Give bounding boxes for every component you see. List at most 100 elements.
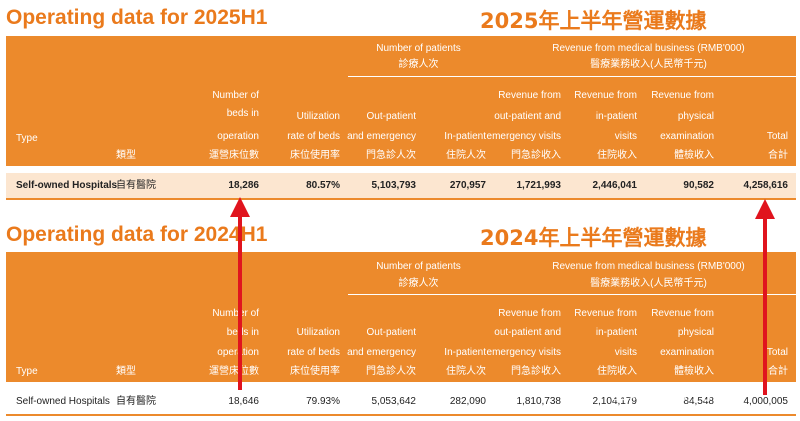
col-header-rev-outp-en-1: Revenue from — [498, 90, 561, 101]
group-header-revenue-en: Revenue from medical business (RMB'000) — [552, 43, 745, 54]
col-header-rev-inp-en-3: visits — [614, 347, 637, 358]
row-underline — [6, 198, 796, 200]
col-header-type-en: Type — [16, 133, 38, 144]
row-rev-inp: 2,104,179 — [592, 396, 638, 407]
col-header-beds-zh: 運營床位數 — [209, 150, 259, 161]
col-header-rev-exam-en-1: Revenue from — [651, 308, 714, 319]
row-underline — [6, 414, 796, 416]
col-header-util-zh: 床位使用率 — [290, 150, 340, 161]
col-header-beds-en-1: Number of — [212, 90, 259, 101]
col-header-rev-inp-zh: 住院收入 — [597, 150, 637, 161]
col-header-rev-exam-en-3: examination — [660, 131, 714, 142]
col-header-outp-en-2: and emergency — [347, 347, 416, 358]
row-outp: 5,053,642 — [371, 396, 417, 407]
group-divider — [348, 294, 796, 295]
col-header-total-en: Total — [766, 347, 788, 358]
section-title-zh: 2024年上半年營運數據 — [480, 226, 707, 250]
col-header-type-zh: 類型 — [116, 150, 136, 161]
col-header-rev-exam-en-2: physical — [677, 327, 714, 338]
section-title-zh: 2025年上半年營運數據 — [480, 9, 707, 33]
col-header-total-zh: 合計 — [768, 366, 788, 377]
col-header-beds-en-3: operation — [217, 131, 259, 142]
section-title-en: Operating data for 2025H1 — [6, 6, 268, 29]
row-type-zh: 自有醫院 — [116, 396, 156, 407]
col-header-util-en-1: Utilization — [296, 327, 340, 338]
row-type-en: Self-owned Hospitals — [16, 396, 110, 407]
col-header-util-en-1: Utilization — [296, 111, 340, 122]
col-header-rev-inp-zh: 住院收入 — [597, 366, 637, 377]
red-arrow-total — [755, 199, 775, 395]
row-beds: 18,646 — [228, 396, 259, 407]
col-header-rev-inp-en-1: Revenue from — [574, 308, 637, 319]
row-total: 4,258,616 — [743, 180, 789, 191]
group-header-patients-zh: 診療人次 — [398, 278, 439, 289]
col-header-beds-en-1: Number of — [212, 308, 259, 319]
group-header-revenue-en: Revenue from medical business (RMB'000) — [552, 261, 745, 272]
col-header-outp-zh: 門急診人次 — [366, 366, 416, 377]
group-header-patients-en: Number of patients — [376, 261, 461, 272]
col-header-inp-en: In-patient — [444, 131, 486, 142]
arrow-head — [755, 199, 775, 219]
col-header-inp-zh: 住院人次 — [446, 366, 486, 377]
row-rev-outp: 1,721,993 — [516, 180, 562, 191]
col-header-rev-exam-en-1: Revenue from — [651, 90, 714, 101]
red-arrow-beds — [230, 197, 250, 390]
row-util: 80.57% — [306, 180, 340, 191]
col-header-rev-inp-en-2: in-patient — [595, 111, 637, 122]
col-header-outp-zh: 門急診人次 — [366, 150, 416, 161]
group-header-patients-en: Number of patients — [376, 43, 461, 54]
col-header-util-en-2: rate of beds — [287, 347, 340, 358]
col-header-inp-en: In-patient — [444, 347, 486, 358]
col-header-rev-outp-en-3: emergency visits — [486, 131, 561, 142]
col-header-util-en-2: rate of beds — [287, 131, 340, 142]
col-header-beds-zh: 運營床位數 — [209, 366, 259, 377]
row-outp: 5,103,793 — [371, 180, 417, 191]
col-header-util-zh: 床位使用率 — [290, 366, 340, 377]
col-header-outp-en-2: and emergency — [347, 131, 416, 142]
row-total: 4,000,005 — [743, 396, 789, 407]
row-type-en: Self-owned Hospitals — [16, 180, 118, 191]
row-rev-exam: 90,582 — [683, 180, 714, 191]
col-header-rev-inp-en-1: Revenue from — [574, 90, 637, 101]
row-beds: 18,286 — [228, 180, 259, 191]
table-header: Number of patients 診療人次 Revenue from med… — [6, 252, 796, 382]
row-inp: 270,957 — [449, 180, 486, 191]
col-header-outp-en-1: Out-patient — [366, 327, 416, 338]
group-header-revenue-zh: 醫療業務收入(人民幣千元) — [590, 59, 707, 70]
col-header-rev-exam-en-3: examination — [660, 347, 714, 358]
col-header-outp-en-1: Out-patient — [366, 111, 416, 122]
col-header-rev-exam-zh: 體檢收入 — [674, 366, 714, 377]
col-header-beds-en-2: beds in — [226, 327, 259, 338]
col-header-type-zh: 類型 — [116, 366, 136, 377]
table-row: Self-owned Hospitals 自有醫院 18,646 79.93% … — [6, 389, 796, 415]
col-header-rev-outp-zh: 門急診收入 — [511, 366, 561, 377]
section-title-en: Operating data for 2024H1 — [6, 223, 268, 246]
row-inp: 282,090 — [449, 396, 486, 407]
group-header-revenue-zh: 醫療業務收入(人民幣千元) — [590, 278, 707, 289]
col-header-beds-en-2: beds in — [226, 108, 259, 119]
col-header-inp-zh: 住院人次 — [446, 150, 486, 161]
col-header-total-en: Total — [766, 131, 788, 142]
row-rev-exam: 84,548 — [683, 396, 714, 407]
table-header: Number of patients 診療人次 Revenue from med… — [6, 36, 796, 166]
table-row: Self-owned Hospitals 自有醫院 18,286 80.57% … — [6, 173, 796, 199]
col-header-rev-exam-en-2: physical — [677, 111, 714, 122]
col-header-rev-outp-en-1: Revenue from — [498, 308, 561, 319]
col-header-rev-outp-zh: 門急診收入 — [511, 150, 561, 161]
col-header-rev-outp-en-2: out-patient and — [494, 327, 561, 338]
col-header-rev-outp-en-2: out-patient and — [494, 111, 561, 122]
row-rev-outp: 1,810,738 — [516, 396, 562, 407]
row-util: 79.93% — [306, 396, 340, 407]
col-header-rev-inp-en-3: visits — [614, 131, 637, 142]
group-divider — [348, 76, 796, 77]
row-type-zh: 自有醫院 — [116, 180, 156, 191]
watermark-text: 雪球·白湖光 — [610, 382, 712, 404]
group-header-patients-zh: 診療人次 — [398, 59, 439, 70]
col-header-rev-inp-en-2: in-patient — [595, 327, 637, 338]
row-rev-inp: 2,446,041 — [592, 180, 638, 191]
col-header-type-en: Type — [16, 366, 38, 377]
col-header-rev-exam-zh: 體檢收入 — [674, 150, 714, 161]
arrow-head — [230, 197, 250, 217]
col-header-rev-outp-en-3: emergency visits — [486, 347, 561, 358]
col-header-total-zh: 合計 — [768, 150, 788, 161]
